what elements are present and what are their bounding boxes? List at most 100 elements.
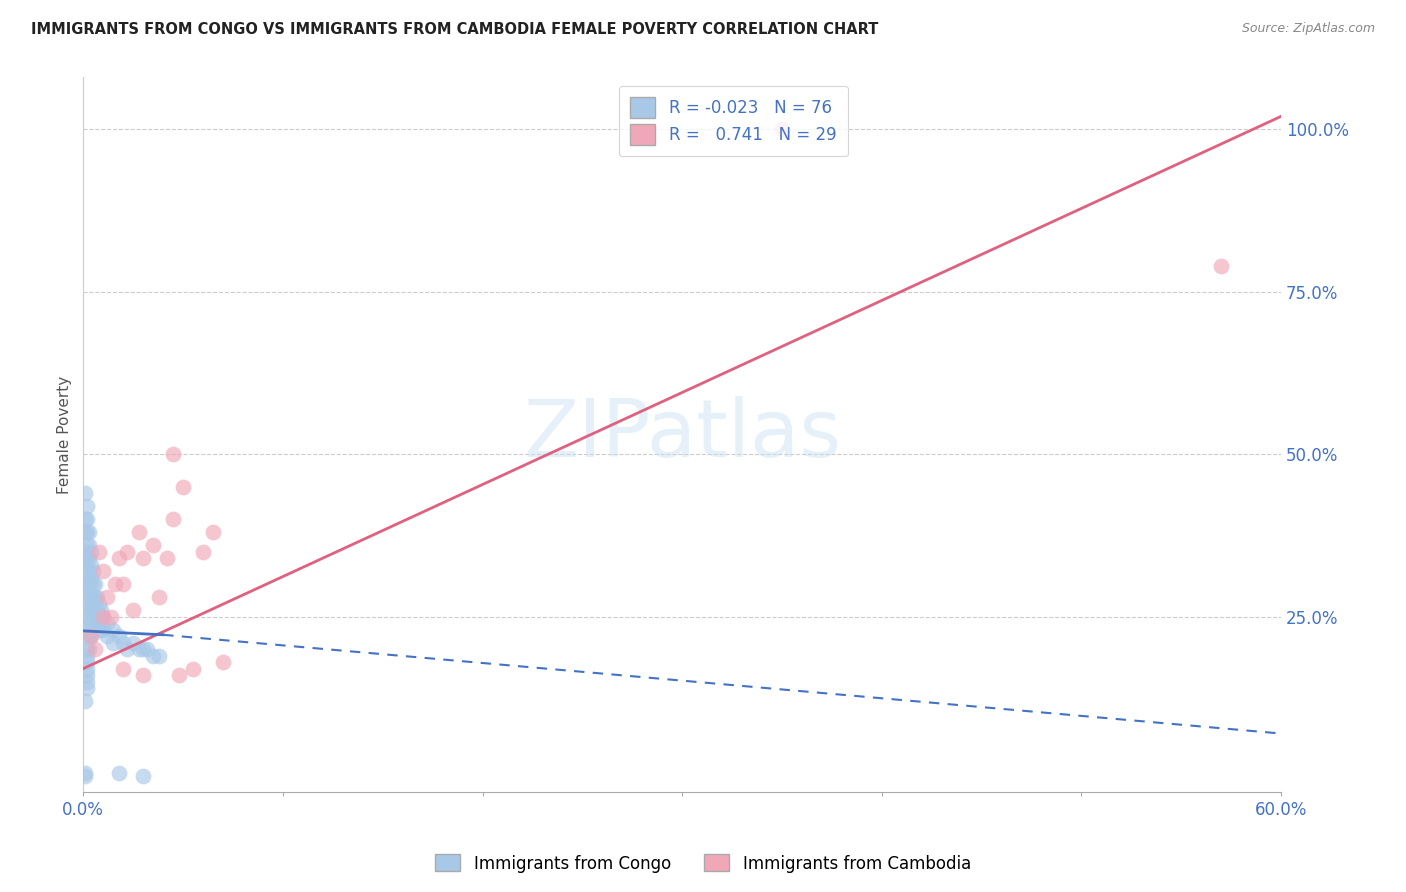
Point <box>76 499 98 513</box>
Point <box>770 122 793 136</box>
Point <box>80 603 103 617</box>
Point <box>108 765 131 780</box>
Point <box>162 447 184 461</box>
Point <box>82 564 104 578</box>
Point <box>86 590 108 604</box>
Point <box>75 486 97 500</box>
Point <box>96 616 118 631</box>
Point <box>142 648 165 663</box>
Point <box>75 512 97 526</box>
Point <box>75 765 97 780</box>
Point <box>80 629 103 643</box>
Point <box>112 662 135 676</box>
Point <box>91 564 114 578</box>
Point <box>84 577 107 591</box>
Point <box>76 662 98 676</box>
Point <box>91 609 114 624</box>
Point <box>76 525 98 540</box>
Point <box>89 544 111 558</box>
Point <box>76 603 98 617</box>
Point <box>76 512 98 526</box>
Point <box>202 525 225 540</box>
Point <box>162 512 184 526</box>
Legend: R = -0.023   N = 76, R =   0.741   N = 29: R = -0.023 N = 76, R = 0.741 N = 29 <box>619 86 848 156</box>
Point <box>77 642 100 657</box>
Point <box>122 635 145 649</box>
Point <box>115 642 138 657</box>
Point <box>148 590 170 604</box>
Point <box>75 558 97 572</box>
Point <box>86 616 108 631</box>
Point <box>115 544 138 558</box>
Point <box>112 577 135 591</box>
Point <box>77 564 100 578</box>
Point <box>77 603 100 617</box>
Point <box>75 694 97 708</box>
Point <box>181 662 204 676</box>
Point <box>136 642 159 657</box>
Point <box>77 538 100 552</box>
Point <box>77 551 100 566</box>
Point <box>142 538 165 552</box>
Point <box>80 571 103 585</box>
Point <box>191 544 214 558</box>
Text: ZIPatlas: ZIPatlas <box>523 396 841 474</box>
Point <box>76 538 98 552</box>
Point <box>75 769 97 783</box>
Point <box>212 655 235 669</box>
Point <box>76 681 98 695</box>
Point <box>82 603 104 617</box>
Y-axis label: Female Poverty: Female Poverty <box>58 376 72 494</box>
Point <box>91 623 114 637</box>
Point <box>90 616 112 631</box>
Point <box>100 609 122 624</box>
Point <box>108 551 131 566</box>
Point <box>103 635 125 649</box>
Point <box>132 769 155 783</box>
Point <box>76 648 98 663</box>
Point <box>128 642 150 657</box>
Point <box>84 590 107 604</box>
Text: Source: ZipAtlas.com: Source: ZipAtlas.com <box>1241 22 1375 36</box>
Point <box>77 616 100 631</box>
Point <box>77 577 100 591</box>
Point <box>89 597 111 611</box>
Point <box>75 577 97 591</box>
Point <box>80 616 103 631</box>
Point <box>82 577 104 591</box>
Point <box>90 603 112 617</box>
Point <box>89 623 111 637</box>
Point <box>80 544 103 558</box>
Point <box>76 564 98 578</box>
Point <box>132 668 155 682</box>
Point <box>91 609 114 624</box>
Point <box>84 603 107 617</box>
Legend: Immigrants from Congo, Immigrants from Cambodia: Immigrants from Congo, Immigrants from C… <box>429 847 977 880</box>
Point <box>80 590 103 604</box>
Point <box>84 642 107 657</box>
Point <box>156 551 179 566</box>
Point <box>82 590 104 604</box>
Point <box>89 609 111 624</box>
Point <box>77 629 100 643</box>
Point <box>76 668 98 682</box>
Point <box>132 642 155 657</box>
Point <box>75 544 97 558</box>
Point <box>96 629 118 643</box>
Point <box>76 577 98 591</box>
Point <box>128 525 150 540</box>
Point <box>86 603 108 617</box>
Text: IMMIGRANTS FROM CONGO VS IMMIGRANTS FROM CAMBODIA FEMALE POVERTY CORRELATION CHA: IMMIGRANTS FROM CONGO VS IMMIGRANTS FROM… <box>31 22 879 37</box>
Point <box>96 590 118 604</box>
Point <box>76 551 98 566</box>
Point <box>122 603 145 617</box>
Point <box>80 629 103 643</box>
Point <box>104 577 127 591</box>
Point <box>75 525 97 540</box>
Point <box>77 525 100 540</box>
Point <box>167 668 190 682</box>
Point <box>148 648 170 663</box>
Point <box>172 480 194 494</box>
Point <box>76 616 98 631</box>
Point <box>76 642 98 657</box>
